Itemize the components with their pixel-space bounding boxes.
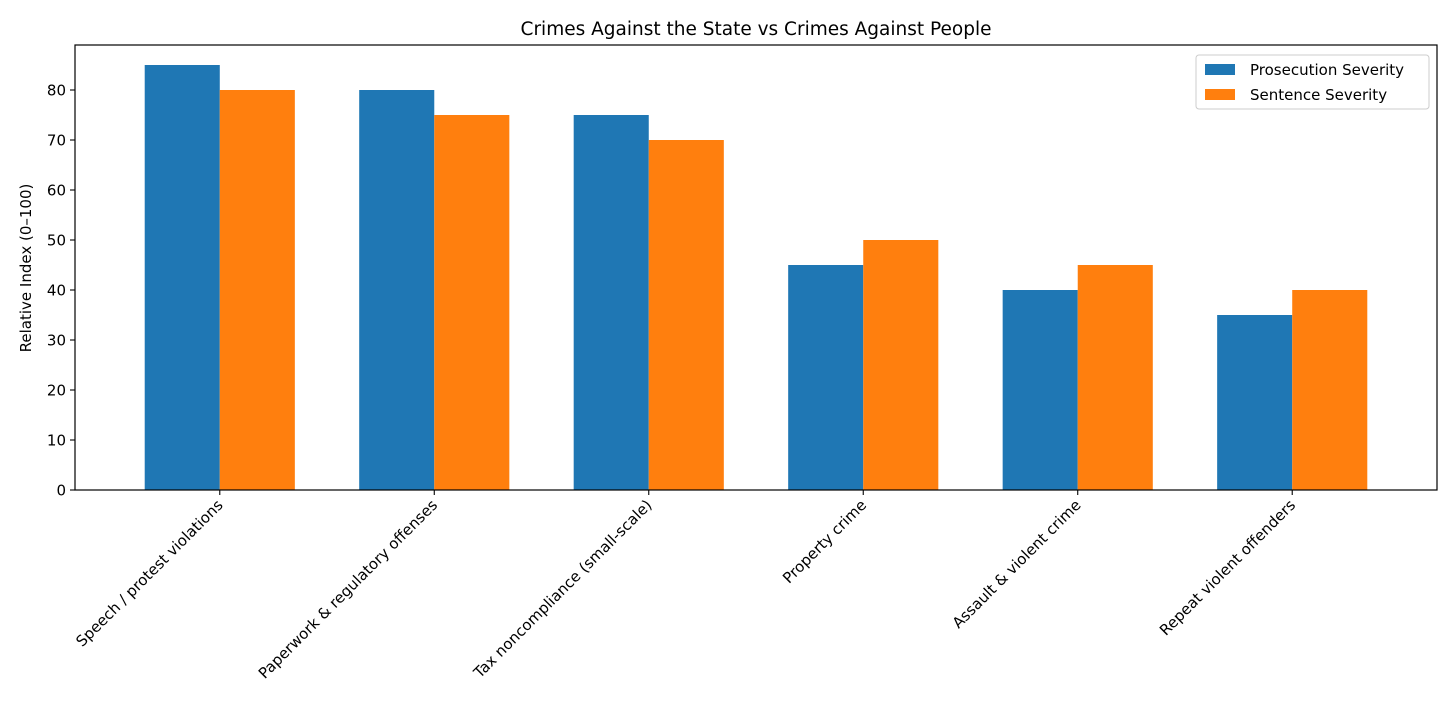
bars-layer bbox=[144, 65, 1368, 490]
x-tick-label: Property crime bbox=[779, 496, 870, 587]
y-tick-label: 80 bbox=[47, 82, 66, 100]
bar-prosecution-0 bbox=[144, 65, 220, 490]
bar-prosecution-1 bbox=[359, 90, 435, 490]
y-tick-label: 0 bbox=[56, 482, 66, 500]
legend-swatch bbox=[1205, 64, 1235, 75]
x-tick-label: Speech / protest violations bbox=[72, 496, 226, 650]
bar-prosecution-4 bbox=[1002, 290, 1078, 490]
legend-box bbox=[1195, 54, 1430, 110]
legend: Prosecution Severity Sentence Severity bbox=[1195, 54, 1430, 110]
bar-sentence-3 bbox=[863, 240, 939, 490]
bar-sentence-1 bbox=[434, 115, 510, 490]
y-tick-label: 70 bbox=[47, 132, 66, 150]
x-tick-label: Assault & violent crime bbox=[949, 496, 1085, 632]
x-tick-label: Repeat violent offenders bbox=[1156, 496, 1299, 639]
legend-label: Prosecution Severity bbox=[1250, 61, 1404, 79]
plot-frame bbox=[74, 44, 1438, 491]
x-tick-label: Tax noncompliance (small-scale) bbox=[469, 496, 655, 682]
bar-sentence-2 bbox=[648, 140, 724, 490]
y-axis-title: Relative Index (0–100) bbox=[17, 184, 35, 353]
chart-title: Crimes Against the State vs Crimes Again… bbox=[521, 19, 992, 40]
y-tick-label: 50 bbox=[47, 232, 66, 250]
x-tick-label: Paperwork & regulatory offenses bbox=[255, 496, 441, 682]
bar-prosecution-5 bbox=[1217, 315, 1293, 490]
y-tick-label: 30 bbox=[47, 332, 66, 350]
bar-sentence-0 bbox=[219, 90, 295, 490]
y-tick-label: 20 bbox=[47, 382, 66, 400]
y-tick-label: 10 bbox=[47, 432, 66, 450]
bar-sentence-4 bbox=[1077, 265, 1153, 490]
y-tick-label: 60 bbox=[47, 182, 66, 200]
bar-prosecution-3 bbox=[788, 265, 864, 490]
bar-prosecution-2 bbox=[573, 115, 649, 490]
legend-swatch bbox=[1205, 89, 1235, 100]
legend-label: Sentence Severity bbox=[1250, 86, 1387, 104]
y-tick-label: 40 bbox=[47, 282, 66, 300]
bar-sentence-5 bbox=[1292, 290, 1368, 490]
